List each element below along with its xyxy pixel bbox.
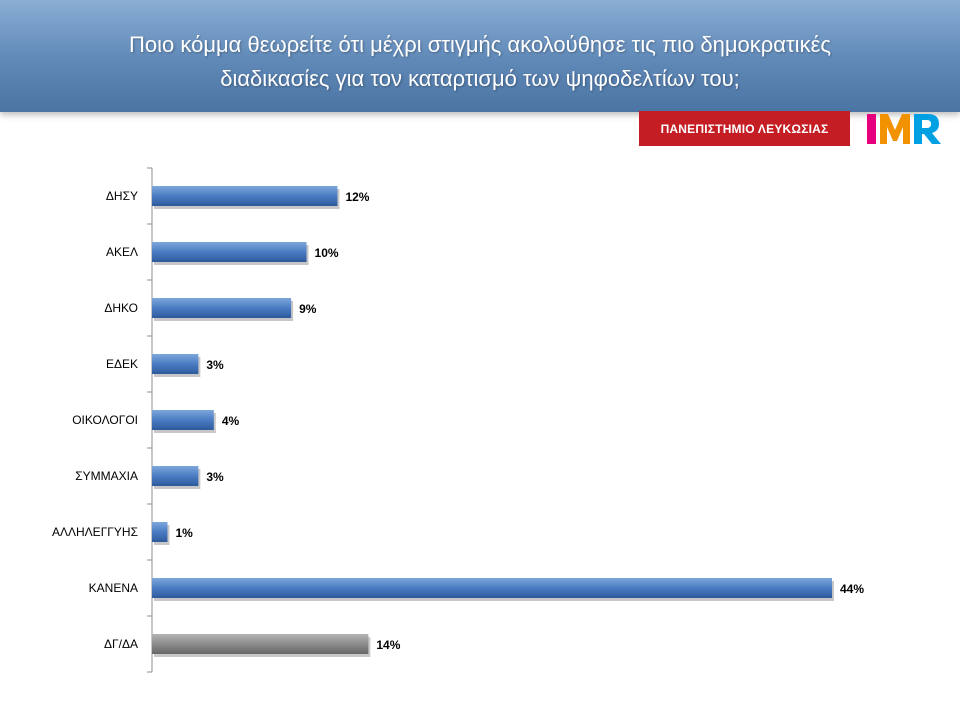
bar-3	[152, 298, 292, 318]
value-label: 14%	[376, 638, 400, 652]
category-label: ΔΓ/ΔΑ	[104, 637, 138, 651]
bar-6	[152, 466, 199, 486]
university-logo: ΠΑΝΕΠΙΣΤΗΜΙΟ ΛΕΥΚΩΣΙΑΣ	[639, 111, 850, 146]
chart-title: Ποιο κόμμα θεωρείτε ότι μέχρι στιγμής ακ…	[40, 28, 920, 96]
bar-8	[152, 578, 832, 598]
value-label: 44%	[840, 582, 864, 596]
bar-7	[152, 522, 168, 542]
bar-5	[152, 410, 214, 430]
title-line-2: διαδικασίες για τον καταρτισμό των ψηφοδ…	[220, 66, 740, 91]
category-label: ΚΑΝΕΝΑ	[89, 581, 138, 595]
bar-4	[152, 354, 199, 374]
header-banner: Ποιο κόμμα θεωρείτε ότι μέχρι στιγμής ακ…	[0, 0, 960, 112]
title-line-1: Ποιο κόμμα θεωρείτε ότι μέχρι στιγμής ακ…	[129, 32, 831, 57]
value-label: 12%	[345, 190, 369, 204]
imr-logo	[867, 114, 941, 144]
value-label: 1%	[175, 526, 193, 540]
value-label: 4%	[222, 414, 240, 428]
category-label: ΔΗΣΥ	[106, 189, 138, 203]
university-logo-text: ΠΑΝΕΠΙΣΤΗΜΙΟ ΛΕΥΚΩΣΙΑΣ	[660, 121, 829, 136]
value-label: 3%	[206, 358, 224, 372]
chart-marks: ΔΗΣΥ 12% ΑΚΕΛ 10% ΔΗΚΟ 9% ΕΔΕΚ 3% ΟΙΚΟΛΟΓΟΙ 4% ΣΥΜ…	[52, 167, 864, 673]
bar-2	[152, 242, 307, 262]
category-label: ΑΚΕΛ	[106, 245, 138, 259]
category-label: ΔΗΚΟ	[104, 301, 138, 315]
bar-1	[152, 186, 338, 206]
category-label: ΣΥΜΜΑΧΙΑ	[75, 469, 138, 483]
value-label: 9%	[299, 302, 317, 316]
value-label: 10%	[315, 246, 339, 260]
bar-9	[152, 634, 369, 654]
category-label: ΕΔΕΚ	[106, 357, 138, 371]
value-label: 3%	[206, 470, 224, 484]
category-label: ΑΛΛΗΛΕΓΓΥΗΣ	[52, 525, 138, 539]
category-label: ΟΙΚΟΛΟΓΟΙ	[72, 413, 138, 427]
